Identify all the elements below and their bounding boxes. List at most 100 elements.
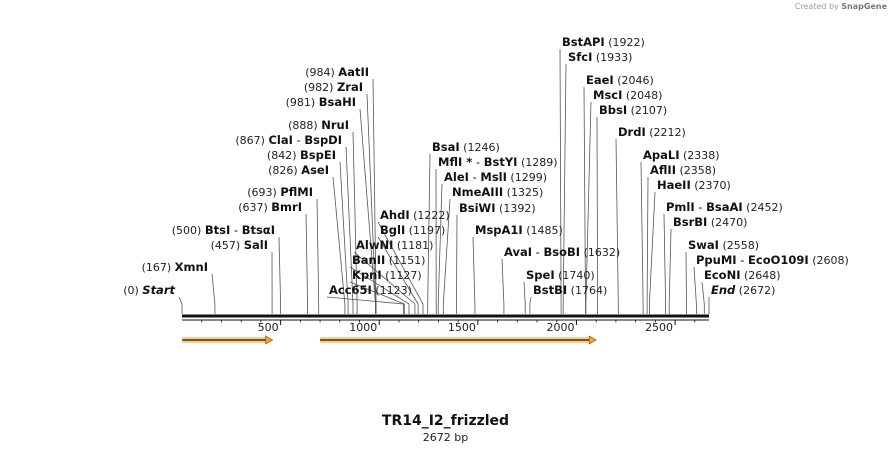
site-name: AflII [650,163,676,177]
site-label-econi[interactable]: EcoNI (2648) [704,268,781,282]
site-label-asei[interactable]: (826) AseI [268,163,329,177]
site-alt-name: MslI [480,170,507,184]
site-name: BanII [352,253,385,267]
site-alt-name: BsaAI [706,200,743,214]
site-separator: - [230,223,241,237]
site-label-bsrbi[interactable]: BsrBI (2470) [673,215,747,229]
site-leader-lines [178,48,710,314]
site-position: (2212) [649,126,686,139]
site-position: (0) [123,284,139,297]
leader-line-spei [523,281,526,314]
site-label-nrui[interactable]: (888) NruI [288,118,349,132]
leader-line-alwni [353,251,416,314]
site-label-btsi[interactable]: (500) BtsI - BtsαI [172,223,275,237]
site-label-haeii[interactable]: HaeII (2370) [657,178,731,192]
leader-line-banii [349,266,410,314]
site-label-avai[interactable]: AvaI - BsoBI (1632) [504,245,620,259]
site-name: MspA1I [475,223,523,237]
site-position: (2107) [631,104,668,117]
site-label-bgli[interactable]: BglI (1197) [380,223,445,237]
site-label-drdi[interactable]: DrdI (2212) [618,125,686,139]
site-label-bstapi[interactable]: BstAPI (1922) [562,35,645,49]
leader-line-bmri [305,213,308,314]
site-label-eaei[interactable]: EaeI (2046) [586,73,654,87]
site-separator: - [532,245,543,259]
site-label-xmni[interactable]: (167) XmnI [142,260,208,274]
site-label-bmri[interactable]: (637) BmrI [238,200,302,214]
site-label-sfci[interactable]: SfcI (1933) [568,50,632,64]
site-label-apali[interactable]: ApaLI (2338) [643,148,720,162]
site-label-sali[interactable]: (457) SalI [211,238,268,252]
leader-line-avai [501,258,505,314]
site-position: (1485) [526,224,563,237]
site-label-bsahi[interactable]: (981) BsaHI [286,95,356,109]
site-label-pflmi[interactable]: (693) PflMI [247,185,313,199]
site-label-clai[interactable]: (867) ClaI - BspDI [235,133,342,147]
site-label-mfli[interactable]: MflI * - BstYI (1289) [438,155,558,169]
site-position: (1325) [507,186,544,199]
site-label-alei[interactable]: AleI - MslI (1299) [444,170,547,184]
site-position: (1246) [463,141,500,154]
site-name: BsiWI [459,201,496,215]
site-position: (2338) [683,149,720,162]
site-label-bstbi[interactable]: BstBI (1764) [533,283,607,297]
site-position: (1127) [385,269,422,282]
leader-line-msci [585,101,592,314]
site-label-pmli[interactable]: PmlI - BsaAI (2452) [666,200,783,214]
site-position: (1392) [499,202,536,215]
site-label-aflii[interactable]: AflII (2358) [650,163,716,177]
site-label-bsai[interactable]: BsaI (1246) [432,140,500,154]
site-name: End [711,283,736,297]
site-position: (2046) [617,74,654,87]
site-label-acc65i[interactable]: Acc65I (1123) [329,283,412,297]
leader-line-btsi [278,236,281,314]
axis-tick-label: 1000 [349,321,377,334]
site-label-nmeaiii[interactable]: NmeAIII (1325) [452,185,543,199]
site-label-end[interactable]: End (2672) [711,283,775,297]
site-label-spei[interactable]: SpeI (1740) [526,268,595,282]
leader-line-pmli [663,213,666,314]
site-position: (1123) [375,284,412,297]
site-label-bsiwi[interactable]: BsiWI (1392) [459,201,536,215]
site-label-bbsi[interactable]: BbsI (2107) [599,103,667,117]
site-label-ahdi[interactable]: AhdI (1222) [380,208,450,222]
site-label-ppumi[interactable]: PpuMI - EcoO109I (2608) [696,253,849,267]
site-name: DrdI [618,125,646,139]
site-separator: - [737,253,748,267]
site-alt-name: BstYI [484,155,518,169]
leader-line-haeii [649,191,656,314]
site-position: (1151) [389,254,426,267]
leader-line-swai [685,251,687,314]
site-name: AvaI [504,245,532,259]
leader-line-apali [640,161,644,314]
site-alt-name: EcoO109I [748,253,809,267]
site-position: (457) [211,239,241,252]
leader-line-nrui [352,131,358,314]
site-name: BbsI [599,103,627,117]
site-name: SwaI [688,238,719,252]
site-name: EaeI [586,73,614,87]
site-position: (1922) [608,36,645,49]
site-label-kpni[interactable]: KpnI (1127) [352,268,422,282]
leader-line-drdi [615,138,619,314]
site-position: (2648) [744,269,781,282]
site-label-alwni[interactable]: AlwNI (1181) [356,238,433,252]
site-label-swai[interactable]: SwaI (2558) [688,238,759,252]
site-name: ClaI [268,133,292,147]
snapgene-logo: SnapGene [841,2,887,11]
site-position: (981) [286,96,316,109]
axis-tick-label: 2000 [546,321,574,334]
site-name: AlwNI [356,238,393,252]
site-label-mspa1i[interactable]: MspA1I (1485) [475,223,563,237]
leader-line-nmeaiii [442,198,451,314]
feature-arrow[interactable] [182,335,274,345]
site-label-aatii[interactable]: (984) AatII [305,65,369,79]
site-label-zrai[interactable]: (982) ZraI [304,80,363,94]
feature-arrow[interactable] [320,335,597,345]
site-label-start[interactable]: (0) Start [123,283,175,297]
feature-arrows [182,335,597,345]
site-label-msci[interactable]: MscI (2048) [593,88,662,102]
site-label-bspei[interactable]: (842) BspEI [267,148,336,162]
leader-line-bsiwi [456,214,458,314]
site-label-banii[interactable]: BanII (1151) [352,253,425,267]
